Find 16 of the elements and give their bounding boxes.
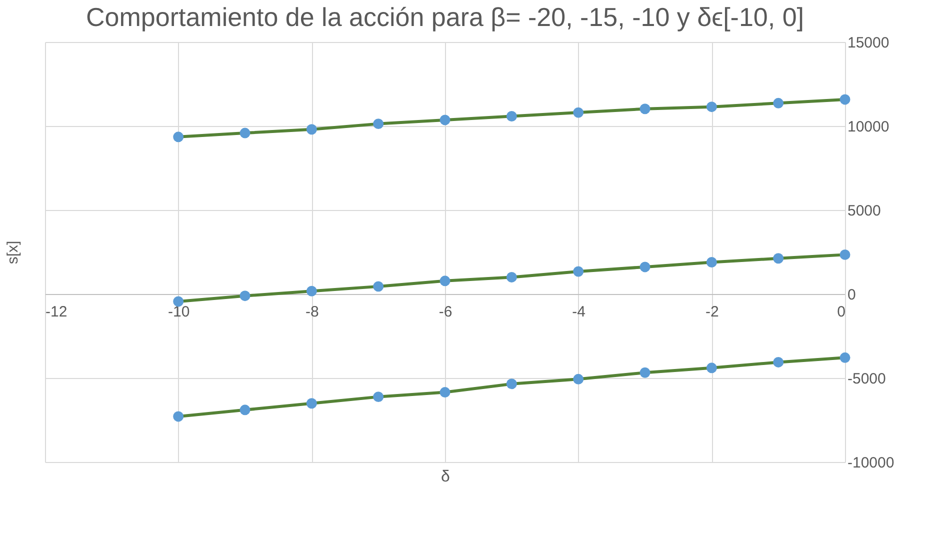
x-tick-label: -10 bbox=[168, 304, 190, 320]
y-tick-label: 5000 bbox=[848, 202, 881, 220]
x-axis-title: δ bbox=[441, 468, 450, 486]
y-axis-title: s[x] bbox=[4, 240, 22, 264]
x-tick-label: -12 bbox=[46, 304, 68, 320]
x-tick-label: -4 bbox=[572, 304, 586, 320]
x-tick-label: 0 bbox=[837, 304, 846, 320]
y-tick-label: 10000 bbox=[848, 118, 890, 136]
x-tick-label: -6 bbox=[438, 304, 452, 320]
y-tick-label: 15000 bbox=[848, 34, 890, 52]
x-tick-label: -2 bbox=[705, 304, 719, 320]
y-tick-label: 0 bbox=[848, 286, 856, 304]
x-tick-label: -8 bbox=[305, 304, 319, 320]
y-tick-label: -5000 bbox=[848, 370, 886, 388]
y-tick-label: -10000 bbox=[848, 454, 894, 472]
chart-title: Comportamiento de la acción para β= -20, -15, -10 y δϵ[-10, 0] bbox=[86, 2, 804, 32]
